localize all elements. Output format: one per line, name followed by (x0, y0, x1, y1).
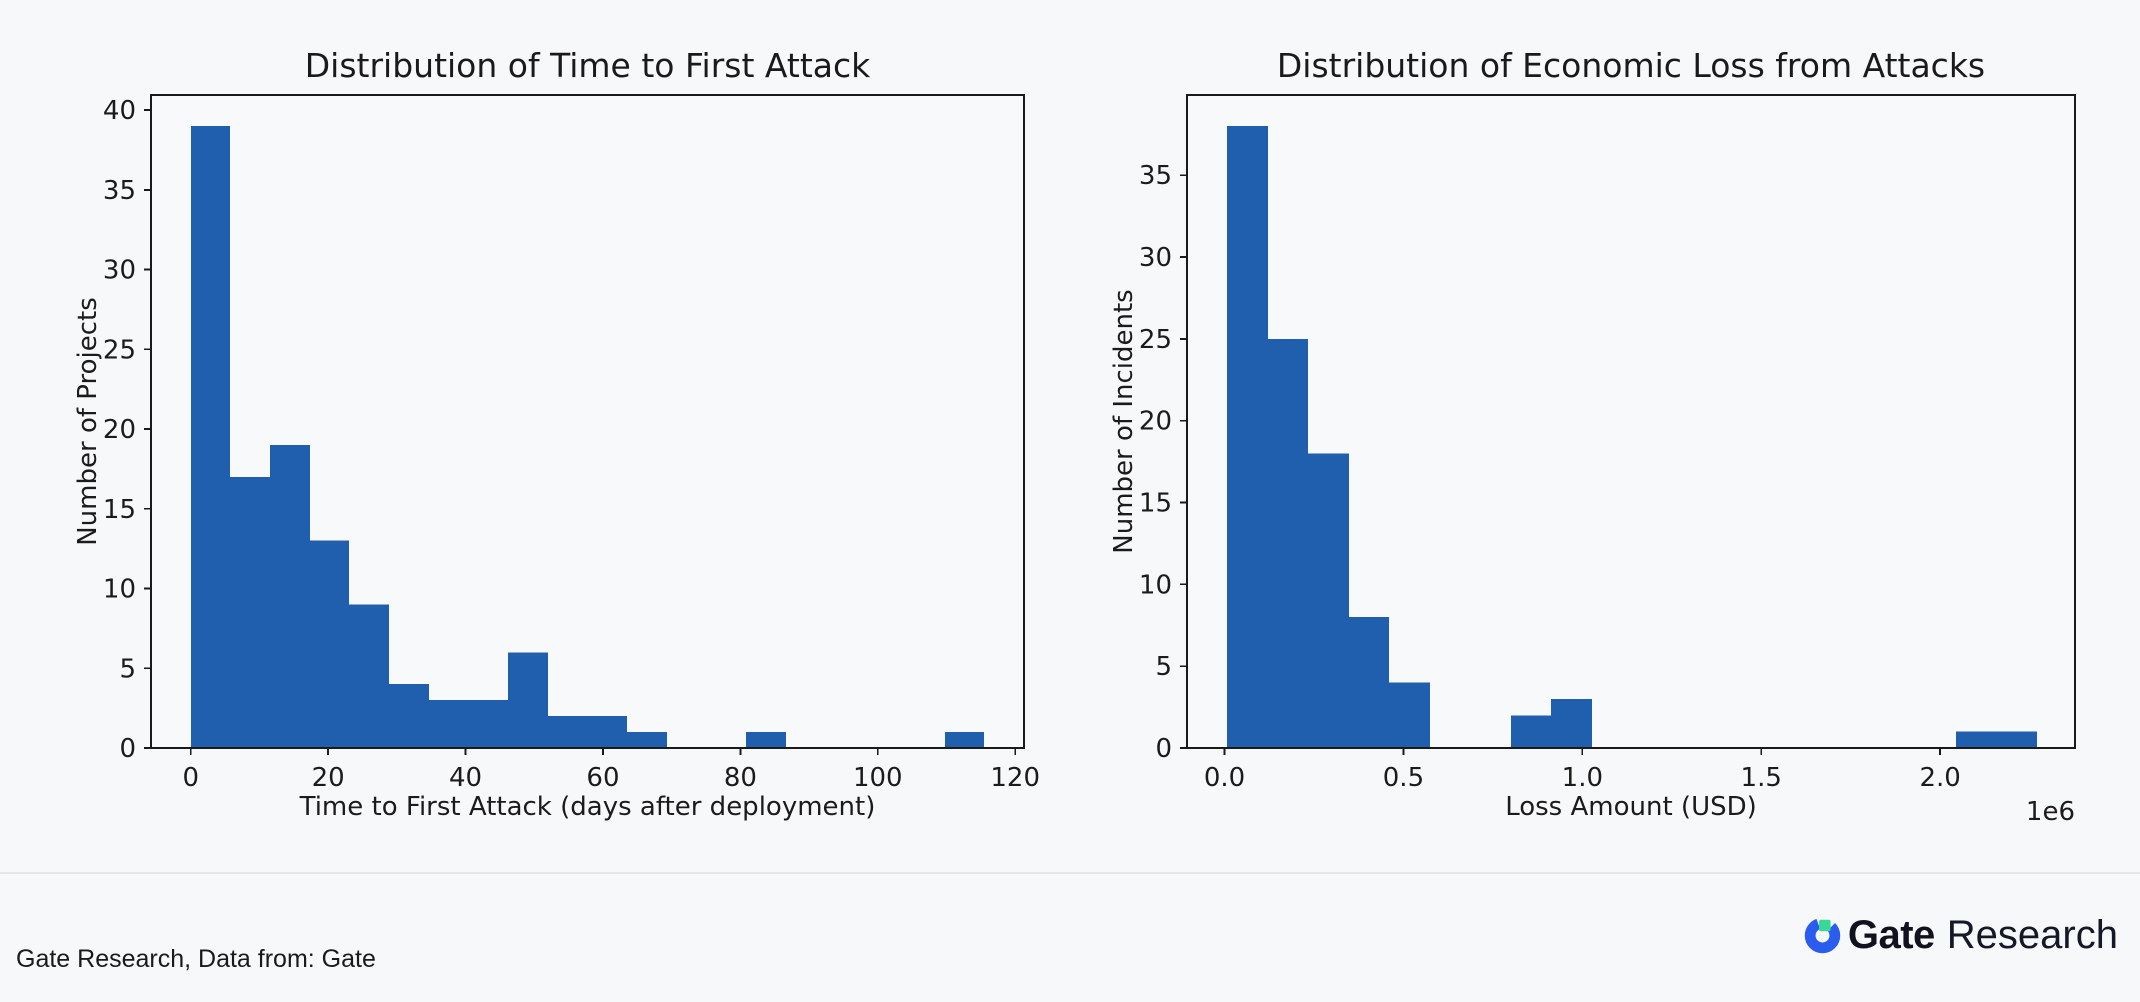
histogram-bar (1349, 617, 1389, 748)
y-tick-label: 15 (103, 495, 136, 525)
histogram-economic-loss: 0.0 0.5 1.0 1.5 2.0 0 5 10 15 20 25 30 35 Loss Amount… (1109, 46, 2076, 827)
y-tick-label: 5 (119, 654, 136, 684)
histogram-bar (389, 684, 429, 748)
x-tick-label: 1.0 (1562, 763, 1603, 793)
histogram-bar (1551, 698, 1592, 748)
histogram-bar (349, 604, 389, 748)
histogram-bar (1511, 715, 1551, 748)
x-tick-label: 0 (182, 763, 199, 793)
axis-ticks (144, 109, 1017, 755)
histogram-bar (1227, 126, 1268, 749)
y-tick-label: 0 (119, 734, 136, 764)
x-tick-label: 120 (990, 763, 1040, 793)
histogram-bar (191, 126, 230, 749)
x-axis-label: Time to First Attack (days after deploym… (299, 792, 876, 822)
y-tick-label: 10 (103, 575, 136, 605)
histogram-bar (548, 716, 588, 748)
x-tick-label: 40 (449, 763, 482, 793)
histogram-bar (1956, 731, 1997, 748)
y-tick-label: 35 (103, 176, 136, 206)
histogram-bar (270, 445, 310, 748)
y-tick-label: 10 (1139, 570, 1172, 600)
footer: Gate Research, Data from: Gate Gate Rese… (0, 874, 2140, 1002)
y-tick-label: 0 (1155, 734, 1172, 764)
y-tick-label: 30 (1139, 243, 1172, 273)
gate-logo-square (1818, 919, 1831, 931)
histogram-bar (1997, 731, 2037, 748)
plot-border (1186, 94, 2076, 749)
chart-title: Distribution of Economic Loss from Attac… (1277, 46, 1985, 85)
footer-divider (0, 872, 2140, 874)
x-axis-label: Loss Amount (USD) (1505, 792, 1757, 822)
x-tick-label: 0.0 (1204, 763, 1245, 793)
x-tick-label: 60 (586, 763, 619, 793)
x-tick-label: 20 (312, 763, 345, 793)
histogram-bars (1227, 126, 2037, 749)
histogram-bar (230, 476, 270, 748)
y-axis-label: Number of Incidents (1109, 289, 1139, 553)
histogram-bar (508, 652, 548, 748)
y-tick-label: 25 (1139, 325, 1172, 355)
histogram-bar (310, 540, 349, 748)
logo-text-gate: Gate (1847, 912, 1935, 957)
histogram-bar (1308, 453, 1349, 748)
axis-offset-text: 1e6 (2026, 797, 2075, 827)
y-axis-label: Number of Projects (73, 297, 103, 546)
y-tick-label: 25 (103, 335, 136, 365)
gate-logo-ring (1804, 917, 1841, 953)
y-tick-label: 40 (103, 96, 136, 126)
x-tick-label: 100 (853, 763, 903, 793)
histogram-bar (1268, 338, 1308, 748)
histogram-bar (627, 732, 667, 748)
y-tick-label: 35 (1139, 161, 1172, 191)
gate-logo-icon (1804, 917, 1841, 953)
logo-text-research: Research (1946, 912, 2118, 957)
y-tick-label: 5 (1155, 652, 1172, 682)
plot-border (150, 94, 1025, 749)
x-tick-label: 2.0 (1919, 763, 1960, 793)
y-tick-label: 20 (1139, 407, 1172, 437)
tick-labels: 0 20 40 60 80 100 120 0 5 10 15 20 25 30 35 40 (103, 96, 1040, 793)
x-tick-label: 80 (724, 763, 757, 793)
histogram-bar (429, 700, 468, 748)
histogram-bar (746, 732, 786, 748)
histogram-bar (1389, 682, 1430, 748)
x-tick-label: 1.5 (1741, 763, 1782, 793)
x-tick-label: 0.5 (1383, 763, 1424, 793)
source-attribution-text: Gate Research, Data from: Gate (16, 945, 376, 973)
charts-row: 0 20 40 60 80 100 120 0 5 10 15 20 25 30 35 40 Time to F… (73, 46, 2076, 827)
histogram-bars (191, 126, 984, 749)
y-tick-label: 30 (103, 256, 136, 286)
histogram-bar (945, 732, 984, 748)
gate-research-logo: Gate Research (1804, 911, 2118, 959)
axis-ticks (1180, 174, 1942, 755)
chart-title: Distribution of Time to First Attack (305, 46, 871, 85)
histogram-bar (588, 716, 627, 748)
y-tick-label: 15 (1139, 489, 1172, 519)
histogram-bar (468, 700, 508, 748)
tick-labels: 0.0 0.5 1.0 1.5 2.0 0 5 10 15 20 25 30 35 (1139, 161, 1961, 793)
y-tick-label: 20 (103, 415, 136, 445)
